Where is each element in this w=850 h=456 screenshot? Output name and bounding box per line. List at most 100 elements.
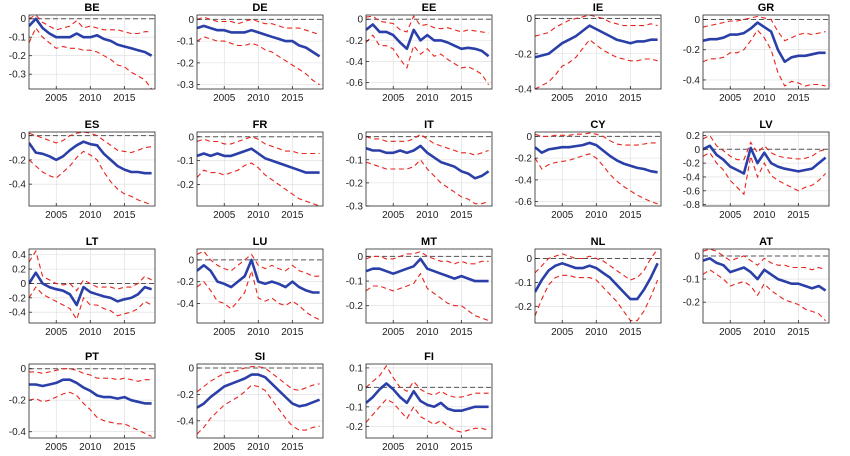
estimate-line: [197, 258, 320, 294]
y-tick-label: -0.2: [9, 293, 27, 304]
estimate-line: [29, 17, 153, 57]
panel-title: IE: [593, 2, 603, 14]
y-tick-label: 0: [526, 132, 532, 143]
y-tick-label: -0.3: [9, 70, 27, 81]
upper-band-line: [29, 368, 152, 382]
y-tick-label: 0: [20, 14, 26, 25]
y-tick-label: -0.2: [683, 159, 701, 170]
y-tick-label: 0: [694, 15, 700, 26]
x-tick-label: 2015: [787, 210, 810, 221]
axes-box: [28, 363, 156, 439]
panel-lt: 2005 2010 2015 0.4 0.2 0 -0.2 -0.4 LT: [9, 236, 156, 338]
x-tick-label: 2010: [247, 93, 270, 104]
lower-band-line: [197, 162, 320, 206]
axes-box: [28, 131, 156, 207]
x-tick-label: 2005: [213, 442, 236, 453]
panel-title: CY: [590, 119, 606, 131]
y-tick-label: -0.4: [683, 75, 701, 86]
upper-band-line: [703, 134, 826, 161]
x-tick-label: 2015: [787, 327, 810, 338]
x-tick-label: 2005: [382, 327, 405, 338]
x-tick-label: 2010: [585, 93, 608, 104]
y-tick-label: -0.4: [177, 299, 195, 310]
x-tick-label: 2005: [382, 442, 405, 453]
x-tick-label: 2015: [619, 327, 642, 338]
y-tick-label: 0: [357, 15, 363, 26]
upper-band-line: [535, 249, 659, 281]
panel-title: LT: [86, 236, 99, 248]
panel-lu: 2005 2010 2015 0 -0.2 -0.4 LU: [177, 236, 324, 338]
x-tick-label: 2010: [79, 442, 102, 453]
x-tick-label: 2010: [416, 442, 439, 453]
y-tick-label: -0.4: [346, 57, 364, 68]
x-tick-label: 2015: [450, 442, 473, 453]
y-tick-label: -0.1: [346, 155, 364, 166]
y-tick-label: 0: [357, 383, 363, 394]
y-tick-label: -0.4: [683, 172, 701, 183]
x-tick-label: 2005: [45, 210, 68, 221]
lower-band-line: [366, 398, 489, 433]
panel-ee: 2005 2010 2015 0 -0.2 -0.4 -0.6 EE: [346, 2, 493, 104]
x-tick-label: 2015: [619, 93, 642, 104]
panel-title: LU: [253, 236, 268, 248]
x-tick-label: 2010: [79, 327, 102, 338]
estimate-line: [29, 378, 152, 405]
axes-box: [28, 248, 156, 324]
lower-band-line: [197, 36, 320, 86]
axes-box: [365, 14, 493, 90]
panel-title: DE: [252, 2, 267, 14]
lower-band-line: [29, 26, 153, 89]
y-tick-label: -0.3: [346, 202, 364, 213]
y-tick-label: -0.2: [346, 178, 364, 189]
panel-gr: 2005 2010 2015 0 -0.2 -0.4 GR: [683, 2, 830, 104]
x-tick-label: 2015: [450, 327, 473, 338]
y-tick-label: 0: [20, 279, 26, 290]
y-tick-label: -0.2: [177, 390, 195, 401]
axes-box: [365, 248, 493, 324]
x-tick-label: 2010: [247, 210, 270, 221]
axes-box: [365, 363, 493, 439]
x-tick-label: 2005: [551, 93, 574, 104]
axes-box: [196, 248, 324, 324]
panel-title: EE: [422, 2, 437, 14]
panel-cy: 2005 2010 2015 0 -0.2 -0.4 -0.6 CY: [515, 119, 662, 221]
estimate-line: [197, 24, 321, 58]
y-tick-label: -0.8: [683, 200, 701, 211]
y-tick-label: -0.2: [515, 154, 533, 165]
panel-title: FI: [424, 351, 434, 363]
y-tick-label: -0.1: [515, 278, 533, 289]
lower-band-line: [197, 384, 320, 435]
x-tick-label: 2015: [281, 210, 304, 221]
estimate-line: [535, 24, 658, 59]
lower-band-line: [703, 29, 826, 87]
x-tick-label: 2010: [79, 210, 102, 221]
y-tick-label: -0.4: [9, 308, 27, 319]
axes-box: [28, 14, 156, 90]
y-tick-label: 0: [188, 15, 194, 26]
axes-box: [702, 131, 830, 207]
upper-band-line: [29, 249, 152, 292]
y-tick-label: -0.4: [9, 180, 27, 191]
x-tick-label: 2015: [619, 210, 642, 221]
estimate-line: [197, 147, 320, 174]
panel-nl: 2005 2010 2015 0 -0.1 -0.2 NL: [515, 236, 662, 338]
x-tick-label: 2005: [719, 327, 742, 338]
upper-band-line: [703, 15, 826, 42]
panel-title: LV: [759, 119, 773, 131]
y-tick-label: 0.4: [12, 250, 26, 261]
upper-band-line: [366, 364, 489, 398]
x-tick-label: 2010: [416, 93, 439, 104]
y-tick-label: -0.2: [346, 422, 364, 433]
y-tick-label: 0.2: [12, 265, 26, 276]
panel-title: PT: [85, 351, 99, 363]
x-tick-label: 2005: [382, 210, 405, 221]
upper-band-line: [366, 15, 489, 34]
panel-title: GR: [758, 2, 775, 14]
x-tick-label: 2015: [281, 93, 304, 104]
upper-band-line: [29, 132, 152, 154]
estimate-line: [29, 140, 152, 175]
x-tick-label: 2005: [382, 93, 405, 104]
x-tick-label: 2005: [45, 442, 68, 453]
x-tick-label: 2010: [585, 327, 608, 338]
x-tick-label: 2015: [450, 210, 473, 221]
